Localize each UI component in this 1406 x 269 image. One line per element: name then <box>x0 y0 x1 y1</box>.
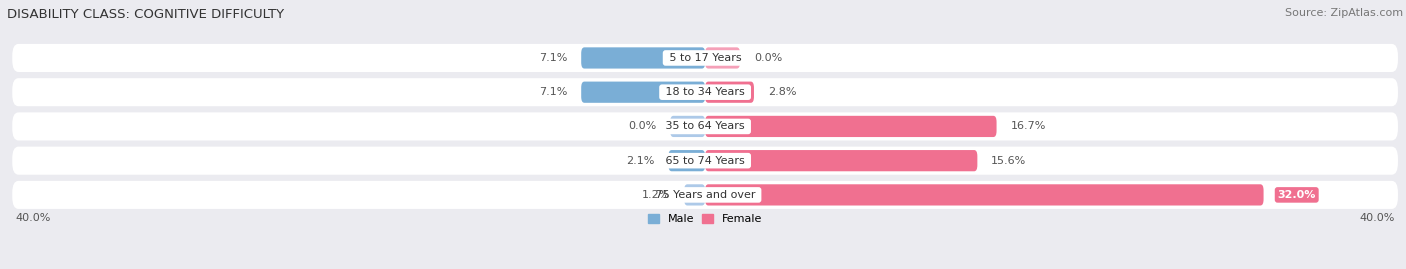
Text: 16.7%: 16.7% <box>1011 121 1046 132</box>
Text: 7.1%: 7.1% <box>538 53 567 63</box>
FancyBboxPatch shape <box>706 150 977 171</box>
FancyBboxPatch shape <box>671 116 706 137</box>
FancyBboxPatch shape <box>706 47 740 69</box>
FancyBboxPatch shape <box>581 82 706 103</box>
FancyBboxPatch shape <box>13 147 1398 175</box>
Text: 65 to 74 Years: 65 to 74 Years <box>662 156 748 166</box>
Text: 32.0%: 32.0% <box>1278 190 1316 200</box>
FancyBboxPatch shape <box>13 181 1398 209</box>
Text: 35 to 64 Years: 35 to 64 Years <box>662 121 748 132</box>
Text: 5 to 17 Years: 5 to 17 Years <box>665 53 745 63</box>
Text: 40.0%: 40.0% <box>1360 213 1395 223</box>
FancyBboxPatch shape <box>581 47 706 69</box>
Text: 0.0%: 0.0% <box>754 53 782 63</box>
FancyBboxPatch shape <box>13 44 1398 72</box>
Text: 2.8%: 2.8% <box>768 87 796 97</box>
Text: 2.1%: 2.1% <box>626 156 655 166</box>
FancyBboxPatch shape <box>685 184 706 206</box>
FancyBboxPatch shape <box>668 150 706 171</box>
FancyBboxPatch shape <box>706 184 1264 206</box>
FancyBboxPatch shape <box>706 116 997 137</box>
Text: 7.1%: 7.1% <box>538 87 567 97</box>
Legend: Male, Female: Male, Female <box>648 214 762 224</box>
Text: 0.0%: 0.0% <box>628 121 657 132</box>
Text: 1.2%: 1.2% <box>641 190 671 200</box>
Text: Source: ZipAtlas.com: Source: ZipAtlas.com <box>1285 8 1403 18</box>
FancyBboxPatch shape <box>13 78 1398 106</box>
FancyBboxPatch shape <box>706 82 754 103</box>
FancyBboxPatch shape <box>13 112 1398 140</box>
Text: DISABILITY CLASS: COGNITIVE DIFFICULTY: DISABILITY CLASS: COGNITIVE DIFFICULTY <box>7 8 284 21</box>
Text: 18 to 34 Years: 18 to 34 Years <box>662 87 748 97</box>
Text: 15.6%: 15.6% <box>991 156 1026 166</box>
Text: 40.0%: 40.0% <box>15 213 51 223</box>
Text: 75 Years and over: 75 Years and over <box>651 190 759 200</box>
